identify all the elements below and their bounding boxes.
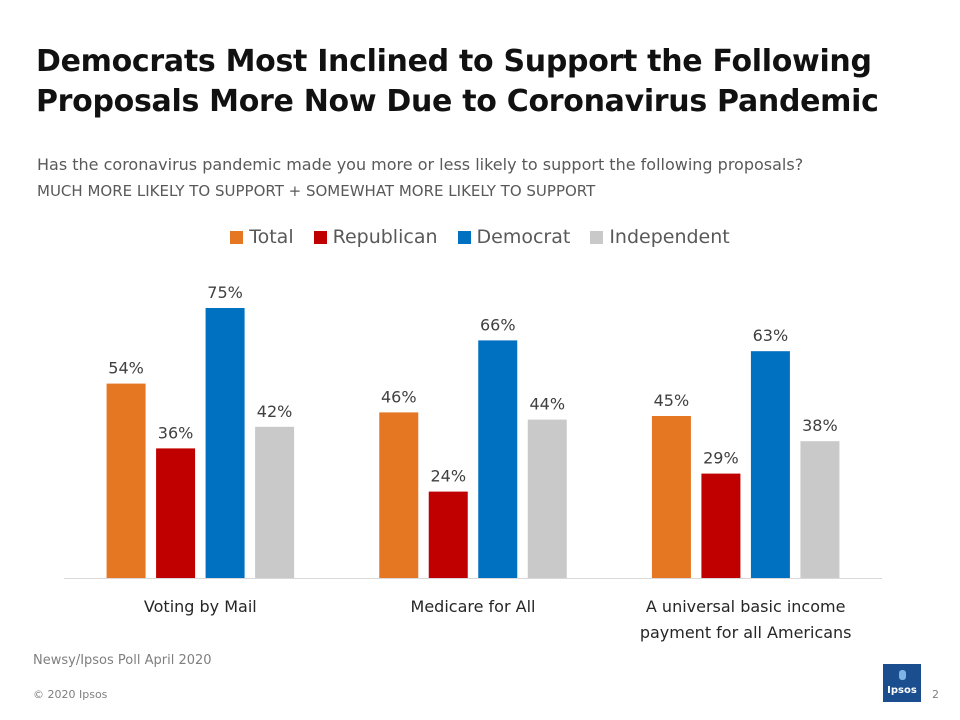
bar-republican-1 bbox=[428, 491, 468, 578]
bar-democrat-1 bbox=[478, 340, 518, 578]
legend-label: Independent bbox=[609, 226, 730, 248]
legend-swatch bbox=[457, 230, 471, 244]
legend-item-independent: Independent bbox=[590, 226, 730, 248]
data-label: 29% bbox=[703, 449, 739, 468]
data-label: 75% bbox=[207, 283, 243, 302]
bar-republican-0 bbox=[156, 448, 196, 578]
logo-mark-icon bbox=[899, 670, 906, 680]
legend-item-republican: Republican bbox=[313, 226, 438, 248]
legend-swatch bbox=[590, 230, 604, 244]
bar-republican-2 bbox=[701, 473, 741, 578]
category-label: Medicare for All bbox=[411, 597, 536, 616]
bar-total-2 bbox=[651, 416, 691, 578]
legend-swatch bbox=[313, 230, 327, 244]
bar-independent-0 bbox=[255, 426, 295, 578]
bar-independent-1 bbox=[527, 419, 567, 578]
data-label: 63% bbox=[753, 326, 789, 345]
data-label: 46% bbox=[381, 387, 417, 406]
data-label: 38% bbox=[802, 416, 838, 435]
chart-subtitle: Has the coronavirus pandemic made you mo… bbox=[37, 152, 917, 204]
source-note: Newsy/Ipsos Poll April 2020 bbox=[33, 653, 212, 668]
page-number: 2 bbox=[932, 688, 939, 701]
legend-item-democrat: Democrat bbox=[457, 226, 571, 248]
ipsos-logo: Ipsos bbox=[883, 664, 921, 702]
legend-item-total: Total bbox=[230, 226, 294, 248]
data-label: 66% bbox=[480, 315, 516, 334]
category-label: payment for all Americans bbox=[640, 623, 852, 642]
bar-independent-2 bbox=[800, 441, 840, 578]
bar-democrat-0 bbox=[205, 308, 245, 578]
copyright: © 2020 Ipsos bbox=[33, 688, 108, 701]
survey-question: Has the coronavirus pandemic made you mo… bbox=[37, 155, 804, 174]
legend-swatch bbox=[230, 230, 244, 244]
legend-label: Total bbox=[249, 226, 294, 248]
data-label: 36% bbox=[158, 423, 194, 442]
title-line-2: Proposals More Now Due to Coronavirus Pa… bbox=[36, 84, 879, 119]
category-label: A universal basic income bbox=[646, 597, 846, 616]
category-label: Voting by Mail bbox=[144, 597, 257, 616]
bar-total-1 bbox=[379, 412, 419, 578]
legend-label: Democrat bbox=[476, 226, 571, 248]
page-title: Democrats Most Inclined to Support the F… bbox=[36, 42, 936, 122]
data-label: 54% bbox=[108, 359, 144, 378]
data-label: 45% bbox=[654, 391, 690, 410]
bar-democrat-2 bbox=[750, 351, 790, 578]
chart-legend: Total Republican Democrat Independent bbox=[0, 226, 960, 248]
title-line-1: Democrats Most Inclined to Support the F… bbox=[36, 44, 872, 79]
legend-label: Republican bbox=[332, 226, 438, 248]
data-label: 44% bbox=[529, 395, 565, 414]
measure-note: MUCH MORE LIKELY TO SUPPORT + SOMEWHAT M… bbox=[37, 182, 596, 200]
data-label: 24% bbox=[430, 467, 466, 486]
data-label: 42% bbox=[257, 402, 293, 421]
logo-text: Ipsos bbox=[887, 685, 917, 696]
bar-total-0 bbox=[106, 383, 146, 578]
